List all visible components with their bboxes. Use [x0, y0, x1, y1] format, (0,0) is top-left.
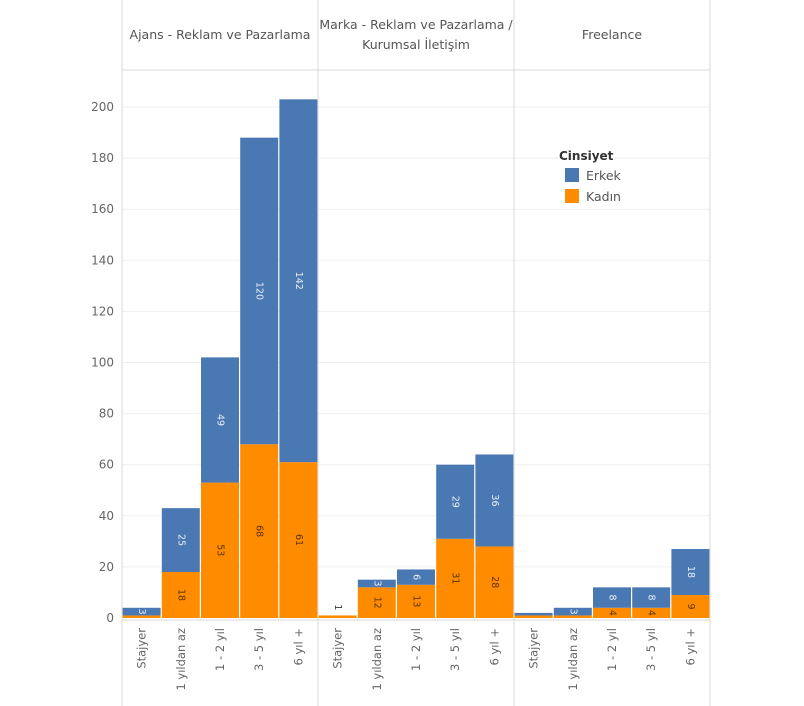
bar-segment-erkek — [201, 357, 239, 483]
bar-segment-erkek — [240, 137, 279, 445]
x-tick-label: 3 - 5 yıl — [448, 628, 462, 671]
data-label: 3 — [371, 580, 382, 586]
data-label: 53 — [215, 544, 226, 556]
data-label: 36 — [489, 494, 500, 506]
data-label: 3 — [567, 609, 578, 615]
panel-header: Ajans - Reklam ve Pazarlama — [130, 27, 311, 42]
data-label: 18 — [175, 589, 186, 601]
legend-title: Cinsiyet — [559, 149, 614, 163]
legend-swatch-kadin — [565, 189, 579, 203]
x-tick-label: 1 yıldan az — [566, 628, 580, 691]
bar-segment-kadin — [122, 615, 161, 618]
x-tick-label: 6 yıl + — [291, 628, 305, 665]
y-tick-label: 100 — [91, 356, 114, 370]
bar-segment-kadin — [632, 607, 671, 618]
bar-segment-erkek — [357, 579, 396, 588]
y-tick-label: 20 — [99, 560, 114, 574]
data-label: 3 — [136, 609, 147, 615]
y-axis: 0 20 40 60 80 100 120 140 160 180 200 — [91, 100, 114, 625]
y-tick-label: 80 — [99, 407, 114, 421]
bar-segment-kadin — [475, 546, 514, 618]
bar-segment-erkek — [632, 587, 671, 608]
data-label: 12 — [371, 597, 382, 609]
data-label: 6 — [411, 574, 422, 580]
bar-segment-kadin — [671, 595, 710, 618]
legend-swatch-erkek — [565, 168, 579, 182]
y-tick-label: 0 — [106, 611, 114, 625]
panel-header: Marka - Reklam ve Pazarlama / — [319, 17, 513, 32]
bar-segment-kadin — [357, 587, 396, 618]
data-label: 68 — [254, 525, 265, 537]
y-tick-label: 120 — [91, 304, 114, 318]
legend-label-erkek: Erkek — [586, 168, 622, 183]
x-tick-label: 3 - 5 yıl — [252, 628, 266, 671]
bar-segment-erkek — [475, 454, 514, 547]
panel-headers: Ajans - Reklam ve Pazarlama Marka - Rekla… — [130, 17, 643, 52]
data-label: 49 — [215, 414, 226, 426]
x-tick-label: 6 yıl + — [487, 628, 501, 665]
data-label: 31 — [450, 572, 461, 584]
x-tick-label: 6 yıl + — [683, 628, 697, 665]
bar-segment-kadin — [593, 607, 631, 618]
bars: 3 18 25 53 49 68 120 61 142 1 12 3 13 6 31 29 28 36 3 4 8 4 8 9… — [122, 99, 710, 618]
panel-header: Freelance — [582, 27, 642, 42]
bar-segment-erkek — [436, 464, 475, 539]
bar-segment-erkek — [514, 612, 553, 616]
bar-segment-kadin — [397, 584, 435, 618]
y-tick-label: 180 — [91, 151, 114, 165]
y-tick-label: 140 — [91, 253, 114, 267]
x-tick-label: 1 yıldan az — [370, 628, 384, 691]
data-label: 28 — [489, 576, 500, 588]
x-tick-label: 1 - 2 yıl — [213, 628, 227, 671]
bar-segment-kadin — [240, 444, 279, 618]
bar-segment-erkek — [279, 99, 318, 463]
y-tick-label: 40 — [99, 509, 114, 523]
bar-segment-erkek — [553, 607, 592, 616]
data-label: 1 — [332, 604, 343, 610]
x-tick-label: 1 - 2 yıl — [409, 628, 423, 671]
bar-segment-kadin — [318, 615, 357, 618]
y-tick-label: 160 — [91, 202, 114, 216]
y-tick-label: 60 — [99, 458, 114, 472]
data-label: 18 — [685, 566, 696, 578]
x-axis: Stajyer 1 yıldan az 1 - 2 yıl 3 - 5 yıl 6 yı… — [135, 628, 698, 691]
panel-header: Kurumsal İletişim — [362, 37, 470, 52]
legend[interactable]: Cinsiyet Erkek Kadın — [559, 149, 622, 204]
x-tick-label: 3 - 5 yıl — [644, 628, 658, 671]
data-label: 4 — [607, 610, 618, 616]
bar-segment-kadin — [436, 538, 475, 618]
data-label: 13 — [411, 595, 422, 607]
data-label: 8 — [607, 595, 618, 601]
x-tick-label: Stajyer — [527, 628, 541, 669]
bar-segment-kadin — [514, 615, 553, 618]
bar-segment-erkek — [671, 549, 710, 596]
data-label: 9 — [685, 603, 696, 609]
bar-segment-erkek — [122, 607, 161, 616]
bar-segment-kadin — [553, 615, 592, 618]
data-label: 142 — [293, 272, 304, 290]
bar-segment-erkek — [161, 508, 200, 573]
bar-segment-erkek — [397, 569, 435, 585]
bar-segment-kadin — [161, 572, 200, 618]
bar-segment-kadin — [279, 462, 318, 618]
legend-label-kadin: Kadın — [586, 189, 621, 204]
data-label: 25 — [175, 534, 186, 546]
x-tick-label: Stajyer — [331, 628, 345, 669]
x-tick-label: 1 - 2 yıl — [605, 628, 619, 671]
frame-layer — [121, 0, 711, 706]
bar-segment-kadin — [201, 482, 239, 618]
data-label: 29 — [450, 496, 461, 508]
data-label: 120 — [254, 282, 265, 300]
bar-segment-erkek — [593, 587, 631, 608]
data-label: 4 — [646, 610, 657, 616]
y-tick-label: 200 — [91, 100, 114, 114]
data-label: 8 — [646, 595, 657, 601]
x-tick-label: Stajyer — [135, 628, 149, 669]
data-label: 61 — [293, 534, 304, 546]
x-tick-label: 1 yıldan az — [174, 628, 188, 691]
